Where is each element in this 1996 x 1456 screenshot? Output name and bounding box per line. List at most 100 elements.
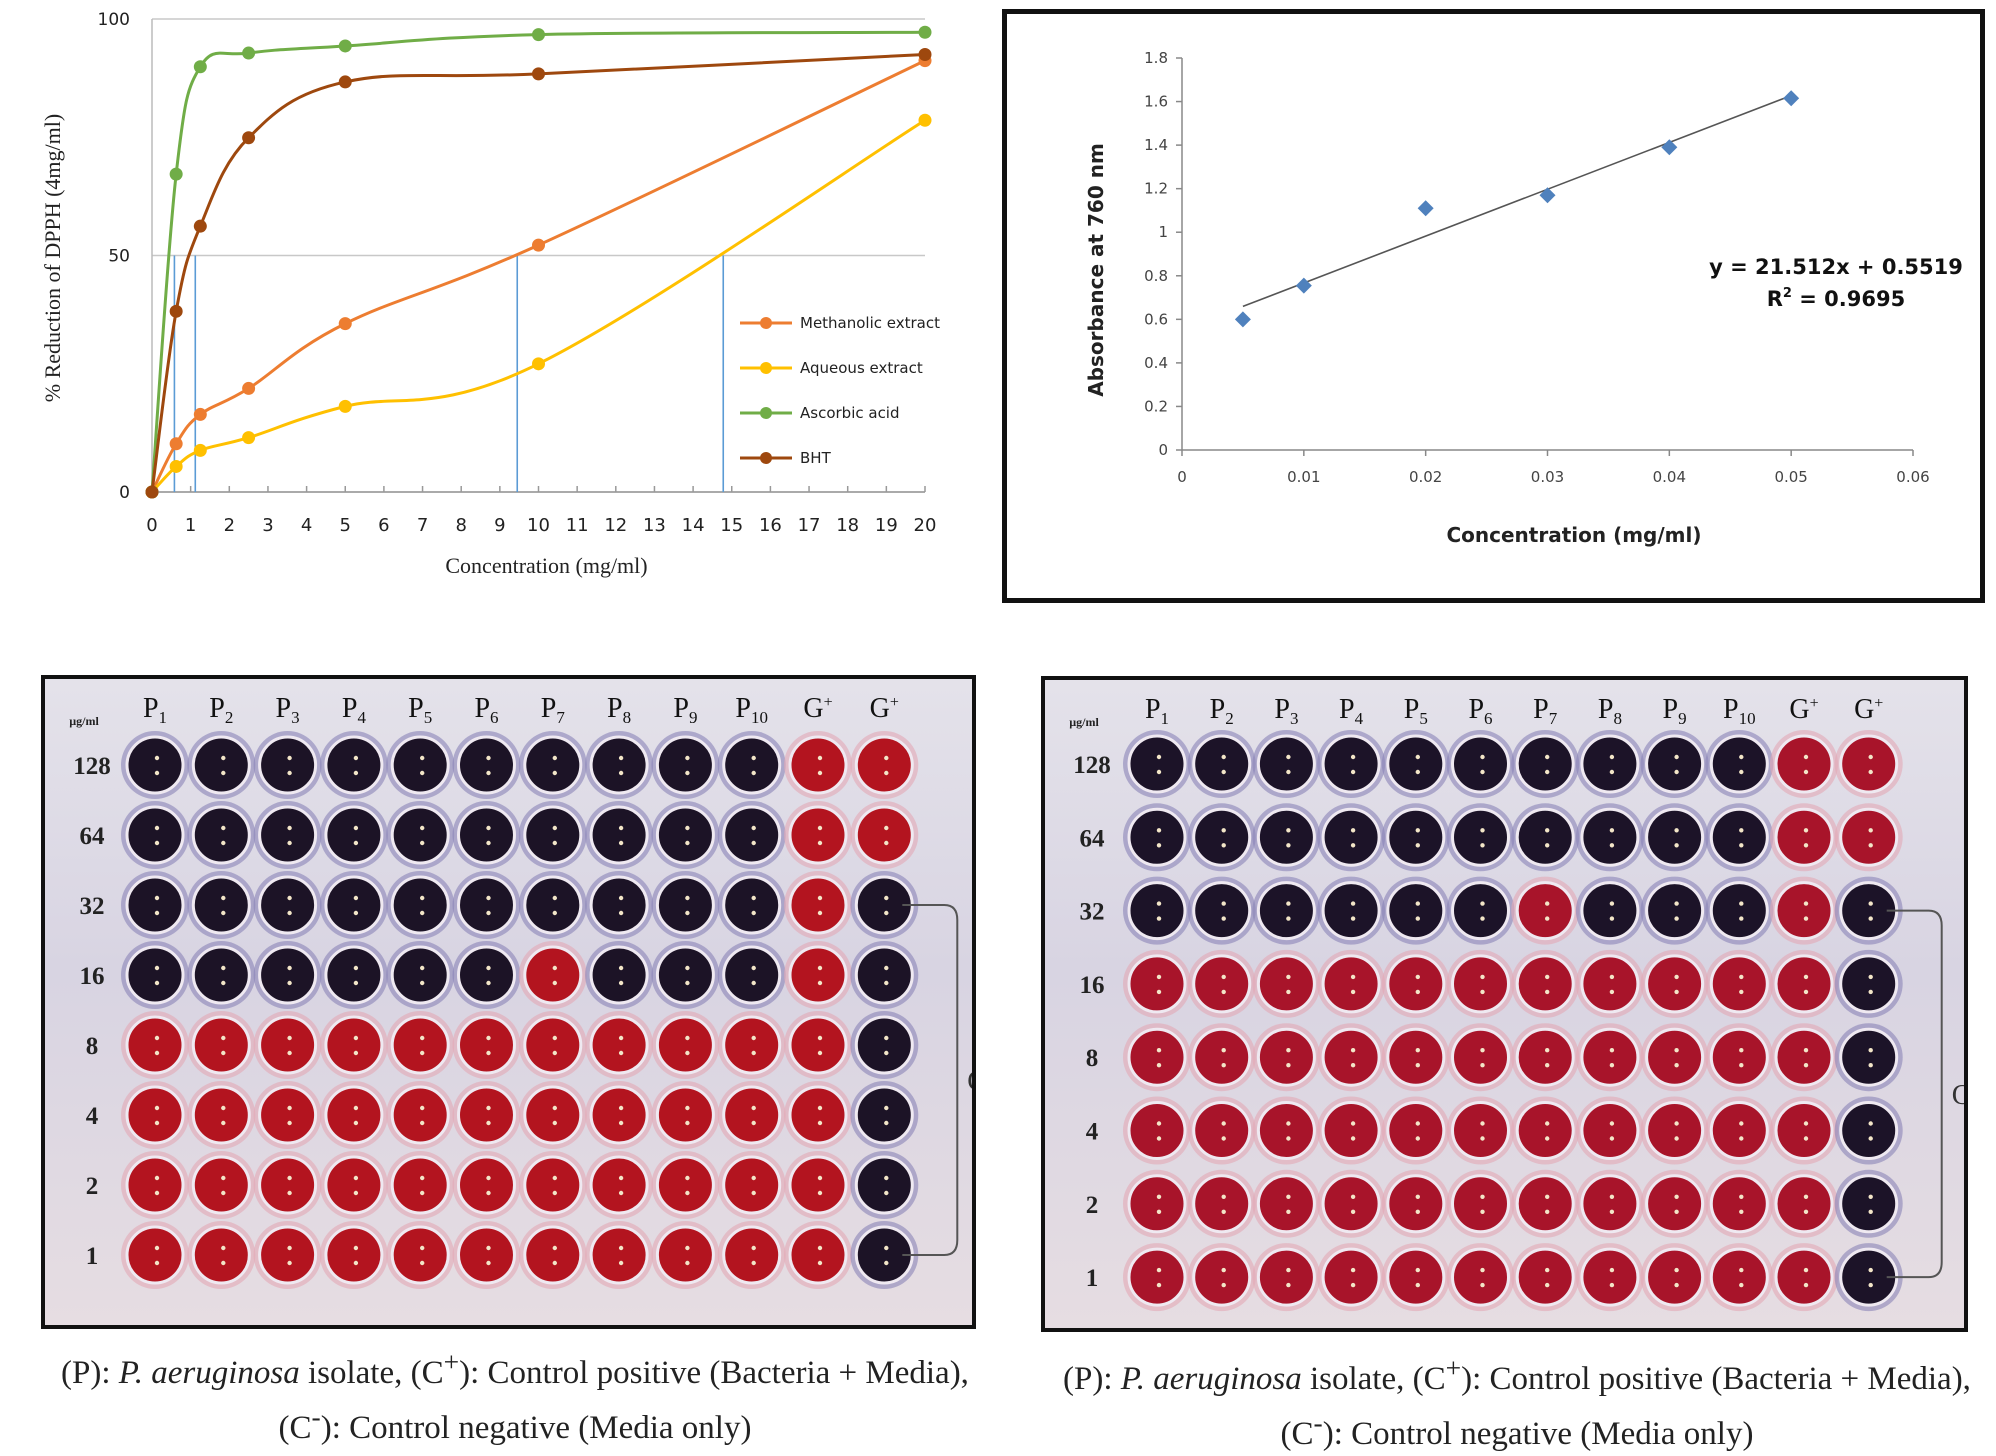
well-glare: [751, 1120, 756, 1126]
caption-text: (P):: [1063, 1361, 1121, 1397]
well-blue: [1386, 734, 1446, 794]
well-glare: [1221, 843, 1226, 848]
well-glare: [552, 825, 557, 831]
r-squared-label: R2 = 0.9695: [1767, 286, 1905, 311]
series-line-3: [150, 52, 926, 493]
well-glare: [287, 1120, 292, 1126]
well-red: [854, 735, 914, 795]
well-glare: [817, 825, 823, 831]
column-letter: P: [1533, 694, 1549, 725]
well-glare: [287, 825, 292, 831]
microplate-photo-1: µg/ml P1 P2 P3 P4 P5 P6 P7 P8 P9 P10 G+ G+ 128 64 32 16 8…: [41, 675, 976, 1329]
well-glare: [1739, 754, 1744, 760]
x-tick-label: 12: [604, 515, 627, 536]
well-glare: [1803, 989, 1809, 995]
column-header: G+: [1854, 694, 1883, 725]
well-glare: [1156, 989, 1162, 995]
well-red: [1321, 1247, 1381, 1307]
well-glare: [1156, 974, 1162, 980]
well-glare: [221, 825, 226, 831]
row-label: 4: [1086, 1119, 1099, 1146]
well-blue: [722, 945, 782, 1005]
well-red: [1321, 1174, 1381, 1234]
well-glare: [1739, 1136, 1744, 1141]
well-glare: [1739, 1063, 1744, 1068]
well-glare: [618, 980, 624, 986]
unit-label: µg/ml: [1069, 715, 1099, 729]
well-glare: [1739, 1267, 1744, 1273]
well-glare: [1868, 769, 1873, 775]
well-glare: [221, 770, 226, 776]
well-glare: [420, 1260, 425, 1266]
well-glare: [1221, 1136, 1226, 1141]
well-glare: [1415, 1194, 1420, 1199]
well-red: [1580, 1174, 1640, 1234]
well-red: [1774, 954, 1834, 1014]
well-glare: [287, 910, 292, 916]
well-red: [191, 1015, 251, 1075]
well-red: [324, 1015, 384, 1075]
data-point: [242, 131, 256, 145]
well-glare: [1221, 1267, 1226, 1273]
caption-text: ): Control negative (Media only): [320, 1410, 752, 1446]
well-glare: [1221, 1282, 1226, 1288]
well-red: [1709, 1027, 1769, 1087]
well-glare: [884, 980, 889, 986]
well-glare: [1156, 828, 1162, 833]
well-glare: [154, 1120, 160, 1126]
well-red: [1192, 1027, 1252, 1087]
column-header: P10: [1723, 694, 1756, 728]
well-glare: [1674, 916, 1679, 921]
well-red: [191, 1155, 251, 1215]
x-axis-title: Concentration (mg/ml): [445, 553, 647, 578]
x-tick-label: 6: [378, 515, 389, 536]
well-red: [1645, 1101, 1705, 1160]
well-glare: [1803, 843, 1809, 848]
row-label: 16: [80, 963, 105, 990]
data-point: [532, 238, 545, 252]
caption-sup: +: [1445, 1352, 1462, 1383]
well-glare: [353, 1120, 359, 1126]
well-glare: [1545, 989, 1550, 995]
well-glare: [1803, 916, 1809, 921]
well-glare: [1868, 754, 1873, 760]
well-glare: [1609, 843, 1615, 848]
well-glare: [1803, 754, 1809, 760]
well-glare: [751, 755, 756, 761]
column-sub: 10: [1739, 709, 1756, 728]
well-blue: [1709, 807, 1769, 867]
well-blue: [854, 945, 914, 1005]
well-glare: [287, 1245, 292, 1251]
column-sup: +: [1810, 695, 1819, 712]
well-glare: [1415, 1121, 1420, 1126]
column-letter: P: [1663, 694, 1679, 725]
well-red: [589, 1225, 649, 1285]
well-blue: [523, 735, 583, 795]
data-point: [193, 407, 207, 421]
well-glare: [287, 1035, 292, 1041]
well-glare: [618, 1190, 624, 1196]
well-glare: [1674, 828, 1679, 833]
well-red: [1192, 954, 1252, 1014]
column-letter: P: [408, 693, 424, 724]
well-red: [1645, 954, 1705, 1014]
well-red: [1127, 1101, 1187, 1160]
well-glare: [353, 1050, 359, 1056]
well-glare: [420, 1245, 425, 1251]
well-glare: [1480, 1121, 1485, 1126]
x-tick-label: 18: [836, 515, 859, 536]
well-blue: [1127, 734, 1187, 794]
well-glare: [1286, 769, 1291, 775]
well-glare: [884, 1120, 889, 1126]
legend-label: Aqueous extract: [800, 359, 923, 377]
row-label: 16: [1080, 972, 1105, 999]
data-point: [918, 113, 932, 127]
well-glare: [685, 1190, 690, 1196]
well-glare: [685, 1260, 690, 1266]
well-glare: [685, 980, 690, 986]
well-blue: [191, 875, 251, 935]
well-glare: [552, 1260, 557, 1266]
well-glare: [618, 1035, 624, 1041]
well-glare: [884, 1105, 889, 1111]
well-red: [390, 1085, 450, 1145]
